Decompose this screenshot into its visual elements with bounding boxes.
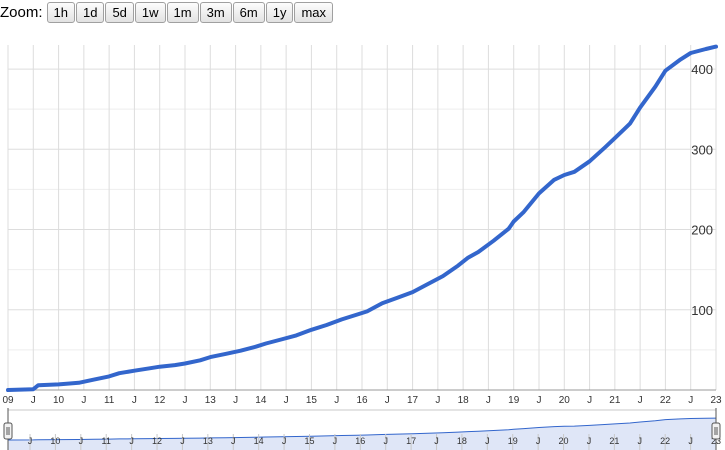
x-tick-label: J (132, 395, 137, 406)
navigator-tick-label: 20 (559, 436, 569, 446)
zoom-1y-button[interactable]: 1y (265, 1, 294, 23)
x-tick-label: 11 (104, 395, 115, 406)
range-left-handle[interactable] (3, 422, 13, 440)
zoom-max-button[interactable]: max (294, 1, 334, 23)
x-tick-label: J (284, 395, 289, 406)
range-right-handle[interactable] (711, 422, 721, 440)
x-tick-label: 16 (356, 395, 368, 406)
y-tick-label: 300 (691, 142, 713, 157)
y-tick-label: 100 (691, 303, 713, 318)
x-tick-label: J (233, 395, 238, 406)
x-tick-label: 18 (458, 395, 470, 406)
x-tick-label: J (183, 395, 188, 406)
x-tick-label: 17 (407, 395, 419, 406)
navigator-tick-label: 17 (406, 436, 416, 446)
x-tick-label: J (638, 395, 643, 406)
range-line (7, 417, 717, 441)
navigator-tick-label: 19 (508, 436, 518, 446)
x-tick-label: 10 (53, 395, 65, 406)
navigator-tick-label: 11 (102, 436, 111, 446)
navigator-tick-label: J (231, 436, 236, 446)
navigator-tick-label: J (536, 436, 541, 446)
x-tick-label: 19 (508, 395, 520, 406)
navigator-tick-label: J (180, 436, 185, 446)
x-tick-label: J (537, 395, 542, 406)
navigator-tick-label: J (383, 436, 388, 446)
x-tick-label: J (81, 395, 86, 406)
navigator-tick-label: 13 (203, 436, 213, 446)
x-tick-label: 22 (660, 395, 672, 406)
navigator-tick-label: J (28, 436, 33, 446)
navigator-tick-label: 18 (457, 436, 467, 446)
navigator-tick-label: J (688, 436, 693, 446)
x-tick-label: 09 (2, 395, 14, 406)
x-tick-label: J (688, 395, 693, 406)
zoom-1d-button[interactable]: 1d (75, 1, 105, 23)
navigator-tick-label: J (129, 436, 134, 446)
x-tick-label: J (385, 395, 390, 406)
navigator-tick-label: 12 (152, 436, 162, 446)
navigator-tick-label: 22 (660, 436, 670, 446)
x-tick-label: J (31, 395, 36, 406)
zoom-1m-button[interactable]: 1m (166, 1, 199, 23)
y-tick-label: 200 (691, 223, 713, 238)
zoom-3m-button[interactable]: 3m (199, 1, 232, 23)
x-tick-label: 12 (154, 395, 166, 406)
x-tick-label: J (486, 395, 491, 406)
x-tick-label: J (334, 395, 339, 406)
navigator-tick-label: J (587, 436, 592, 446)
x-tick-label: 20 (559, 395, 571, 406)
x-tick-label: 15 (306, 395, 318, 406)
navigator-tick-label: 10 (50, 436, 60, 446)
navigator-tick-label: J (485, 436, 490, 446)
zoom-6m-button[interactable]: 6m (232, 1, 265, 23)
zoom-toolbar: Zoom: 1h 1d 5d 1w 1m 3m 6m 1y max (0, 0, 334, 24)
range-area (8, 418, 716, 450)
navigator-tick-label: 14 (254, 436, 264, 446)
x-tick-label: 21 (609, 395, 621, 406)
zoom-5d-button[interactable]: 5d (105, 1, 134, 23)
navigator-tick-label: J (79, 436, 84, 446)
x-tick-label: J (587, 395, 592, 406)
navigator-tick-label: 16 (355, 436, 365, 446)
zoom-1h-button[interactable]: 1h (46, 1, 75, 23)
x-tick-label: J (435, 395, 440, 406)
navigator-tick-label: J (282, 436, 287, 446)
navigator-tick-label: J (638, 436, 643, 446)
navigator-tick-label: J (434, 436, 439, 446)
zoom-label: Zoom: (0, 3, 43, 21)
x-tick-label: 13 (205, 395, 217, 406)
x-tick-label: 23 (710, 395, 722, 406)
navigator-tick-label: 21 (609, 436, 619, 446)
zoom-1w-button[interactable]: 1w (134, 1, 166, 23)
navigator-tick-label: 15 (304, 436, 314, 446)
x-tick-label: 14 (255, 395, 267, 406)
y-tick-label: 400 (691, 62, 713, 77)
navigator-tick-label: J (333, 436, 338, 446)
